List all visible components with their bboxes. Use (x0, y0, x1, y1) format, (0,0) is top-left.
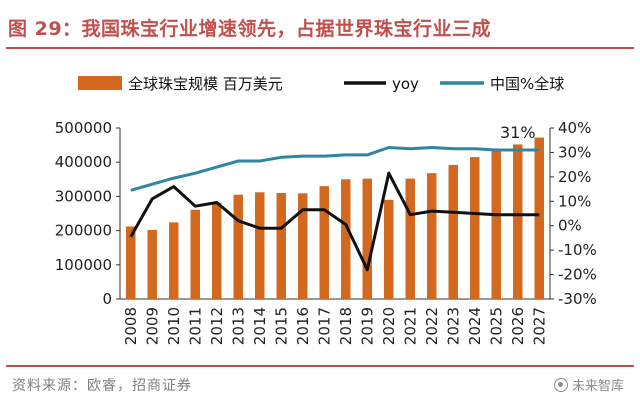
x-tick-label: 2020 (380, 307, 398, 345)
bar (319, 186, 329, 299)
legend-bar-swatch (78, 76, 122, 90)
x-tick-label: 2009 (143, 307, 161, 345)
y-left-tick-label: 400000 (55, 153, 112, 171)
bar (298, 193, 308, 299)
y-left-tick-label: 200000 (55, 222, 112, 240)
x-tick-label: 2011 (186, 307, 204, 345)
x-tick-label: 2021 (401, 307, 419, 345)
annotations: 31% (500, 123, 536, 142)
bar (362, 178, 372, 299)
line-series (129, 146, 540, 272)
bar (276, 192, 286, 299)
y-left-tick-label: 500000 (55, 119, 112, 137)
bar (448, 164, 458, 299)
source-note: 资料来源：欧睿，招商证券 (12, 378, 192, 394)
chart-title: 图 29：我国珠宝行业增速领先，占据世界珠宝行业三成 (8, 18, 492, 40)
bar-series (126, 137, 544, 299)
x-axis-labels: 2008 2009 2010 2011 2012 2013 2014 2015 2016 2017… (122, 307, 549, 345)
x-tick-label: 2015 (272, 307, 290, 345)
legend-label-scale: 全球珠宝规模 百万美元 (128, 75, 283, 93)
yoy-line (129, 171, 540, 272)
y-right-tick-label: 0% (558, 217, 582, 235)
footer-divider (6, 365, 634, 367)
share-line (130, 146, 540, 192)
watermark-text: 未来智库 (571, 379, 624, 394)
x-tick-label: 2025 (487, 307, 505, 345)
x-tick-label: 2012 (208, 307, 226, 345)
y-right-tick-label: -10% (558, 241, 597, 259)
y-right-tick-label: -30% (558, 290, 597, 308)
watermark: 未来智库 (553, 375, 624, 394)
legend-label-yoy: yoy (392, 75, 419, 93)
bar (491, 149, 501, 299)
bar (169, 222, 179, 299)
x-tick-label: 2019 (358, 307, 376, 345)
y-left-tick-label: 0 (102, 290, 112, 308)
y-right-tick-label: -20% (558, 266, 597, 284)
bar (384, 199, 394, 299)
x-tick-label: 2008 (122, 307, 140, 345)
legend: 全球珠宝规模 百万美元 yoy 中国%全球 (78, 75, 564, 93)
x-tick-label: 2023 (444, 307, 462, 345)
x-tick-label: 2018 (337, 307, 355, 345)
bar (147, 229, 157, 299)
x-tick-label: 2022 (423, 307, 441, 345)
bar (427, 173, 437, 299)
y-right-tick-label: 40% (558, 119, 591, 137)
bar (255, 192, 265, 299)
x-tick-label: 2016 (294, 307, 312, 345)
title-divider (6, 47, 634, 49)
x-tick-label: 2017 (315, 307, 333, 345)
x-tick-label: 2026 (509, 307, 527, 345)
x-tick-label: 2014 (251, 307, 269, 345)
bar (534, 137, 544, 299)
bar (470, 157, 480, 299)
bar (190, 209, 200, 299)
legend-label-share: 中国%全球 (490, 75, 564, 93)
y-right-tick-label: 10% (558, 192, 591, 210)
bar (233, 194, 243, 299)
bar (405, 178, 415, 299)
bar (341, 179, 351, 299)
y-right-tick-label: 30% (558, 143, 591, 161)
bar (212, 202, 222, 299)
x-tick-label: 2027 (530, 307, 548, 345)
y-left-tick-label: 100000 (55, 256, 112, 274)
annotation-label: 31% (500, 123, 536, 142)
watermark-logo-icon (553, 377, 568, 392)
y-right-tick-label: 20% (558, 168, 591, 186)
x-tick-label: 2013 (229, 307, 247, 345)
bar (126, 226, 136, 299)
axes: 0 100000 200000 300000 400000 500000 -30% -20% -… (55, 119, 597, 308)
x-tick-label: 2024 (466, 307, 484, 345)
bar (513, 144, 523, 299)
x-tick-label: 2010 (165, 307, 183, 345)
y-left-tick-label: 300000 (55, 187, 112, 205)
